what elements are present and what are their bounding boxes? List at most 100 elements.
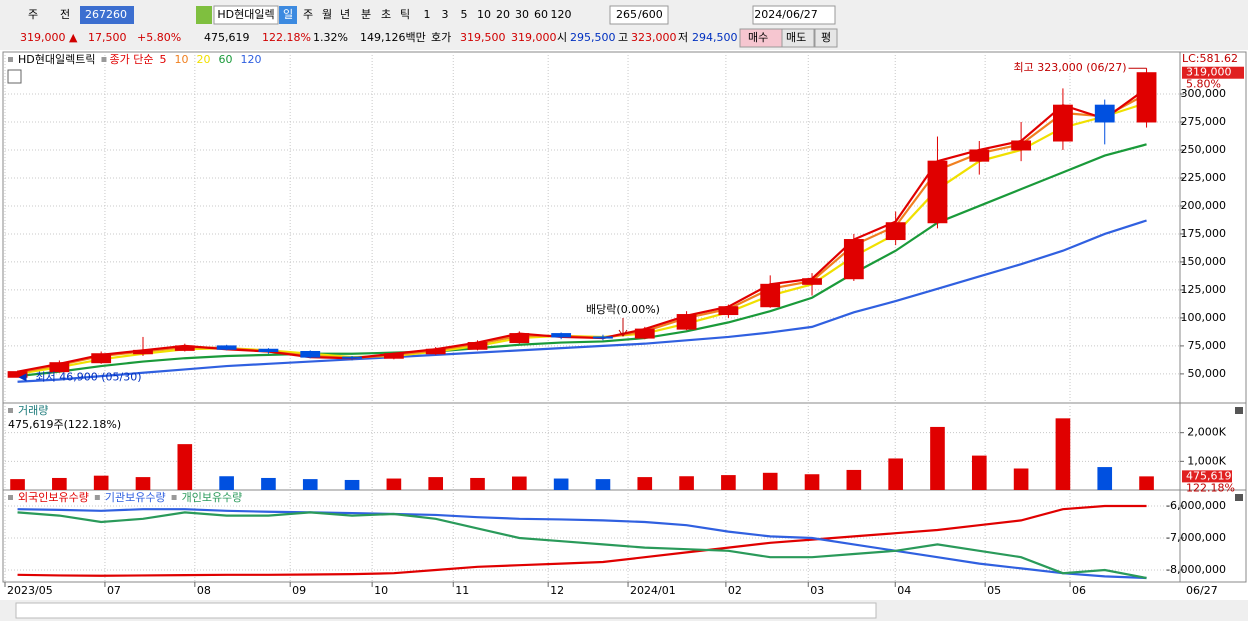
avg-button[interactable]	[814, 28, 838, 48]
quote-item: 매수	[748, 31, 768, 44]
candle-body	[425, 348, 446, 355]
toolbar-item[interactable]: 20	[496, 8, 510, 21]
quote-item: 17,500	[88, 31, 127, 44]
y-tick-label: 1,000K	[1187, 454, 1226, 467]
quote-item: 319,000 ▲	[20, 31, 78, 44]
volume-bar	[386, 478, 402, 490]
toolbar-item[interactable]: 30	[515, 8, 529, 21]
volume-bar	[177, 444, 193, 490]
volume-bar	[93, 475, 109, 490]
y-tick-label: 175,000	[1181, 227, 1227, 240]
ma-line	[17, 143, 1147, 378]
volume-bar	[219, 476, 234, 490]
y-tick-label: -7,000,000	[1166, 531, 1226, 544]
axis-top-label: LC:581.62	[1182, 52, 1238, 65]
candle-body	[843, 239, 864, 280]
toolbar-item[interactable]: 주	[28, 8, 38, 21]
quote-item: 122.18%	[262, 31, 311, 44]
toolbar-item[interactable]: 267260	[85, 8, 127, 21]
scroll-track[interactable]	[15, 602, 877, 619]
toolbar-item[interactable]: 일	[283, 7, 293, 21]
candle-body	[133, 349, 153, 355]
low-annotation: 최저 46,900 (05/30)	[36, 370, 142, 383]
volume-bar	[428, 477, 444, 490]
price-box	[1182, 66, 1244, 79]
volume-bar	[930, 426, 945, 490]
candle-body	[593, 336, 613, 339]
count-box[interactable]	[609, 5, 669, 25]
toolbar-item[interactable]: 1	[424, 8, 431, 21]
volume-bar	[52, 477, 67, 490]
legend-entry: 5	[159, 53, 166, 66]
toolbar-item[interactable]: 분	[361, 8, 371, 21]
legend-entry: 20	[196, 53, 210, 66]
volume-bar	[637, 477, 653, 490]
toolbar-item[interactable]: 년	[340, 8, 350, 21]
x-tick-label: 02	[728, 584, 742, 597]
info-icon[interactable]	[196, 6, 212, 24]
x-tick-label: 03	[810, 584, 824, 597]
candle-body	[760, 283, 781, 308]
candle-body	[49, 362, 70, 373]
toolbar-item[interactable]: 60	[534, 8, 548, 21]
holding-line	[17, 511, 1147, 580]
candle-body	[91, 353, 112, 364]
candle-body	[509, 333, 530, 344]
volume-bar	[804, 474, 820, 490]
right-axis	[1179, 51, 1247, 583]
toolbar-item[interactable]: /600	[638, 8, 663, 21]
toolbar-item[interactable]: 2024/06/27	[754, 8, 817, 21]
candle-body	[7, 371, 28, 378]
x-tick-label: 2023/05	[7, 584, 53, 597]
toolbar-item[interactable]: 틱	[400, 8, 410, 21]
volume-bar	[721, 475, 736, 490]
quote-item: 평	[821, 31, 831, 44]
high-annotation: 최고 323,000 (06/27)	[1014, 61, 1127, 74]
toolbar-item[interactable]: 265	[616, 8, 637, 21]
legend-swatch	[101, 57, 107, 62]
toolbar-item[interactable]: 주	[303, 8, 313, 21]
holding-line	[17, 504, 1147, 577]
toolbar-item[interactable]: 10	[477, 8, 491, 21]
volume-bar	[1097, 467, 1113, 490]
candle-body	[258, 348, 279, 352]
quote-item: 1.32%	[313, 31, 348, 44]
volume-bar	[888, 458, 903, 490]
toolbar-item[interactable]: HD현대일렉	[217, 7, 274, 21]
panel-title: 거래량	[18, 404, 48, 417]
volume-bar	[846, 469, 862, 490]
x-tick-label: 08	[197, 584, 211, 597]
holding-line	[17, 508, 1147, 580]
code-input[interactable]	[80, 6, 134, 24]
quote-item: 319,000	[511, 31, 557, 44]
legend-entry: 기관보유수량	[105, 491, 166, 504]
toolbar-item[interactable]: 전	[60, 8, 70, 21]
toolbar-item[interactable]: 5	[461, 8, 468, 21]
volume-box	[1182, 470, 1232, 483]
panel-close[interactable]	[1235, 494, 1243, 501]
toolbar-item[interactable]: 3	[442, 8, 449, 21]
name-box[interactable]	[213, 5, 279, 25]
quote-item: 149,126백만	[360, 31, 426, 44]
legend-swatch	[94, 495, 100, 500]
panel-menu-icon[interactable]	[7, 69, 22, 84]
legend-swatch	[8, 495, 13, 500]
y-tick-label: 75,000	[1188, 339, 1227, 352]
toolbar-item[interactable]: 120	[551, 8, 572, 21]
quote-item: 475,619	[204, 31, 250, 44]
candle-body	[1011, 140, 1032, 151]
y-tick-label: 300,000	[1181, 87, 1227, 100]
period-selected[interactable]	[279, 6, 297, 24]
quote-item: 저	[678, 31, 688, 44]
date-box[interactable]	[752, 5, 836, 25]
toolbar-item[interactable]: 초	[381, 8, 391, 21]
legend-title: 종가 단순	[109, 53, 153, 66]
candle-body	[927, 160, 948, 224]
volume-bar	[595, 479, 611, 490]
volume-bar	[1055, 418, 1071, 490]
toolbar-item[interactable]: 월	[322, 8, 332, 21]
sell-button[interactable]	[781, 28, 815, 48]
panel-close[interactable]	[1235, 407, 1243, 414]
quote-item: 매도	[786, 31, 806, 44]
volume-bar	[971, 455, 987, 490]
